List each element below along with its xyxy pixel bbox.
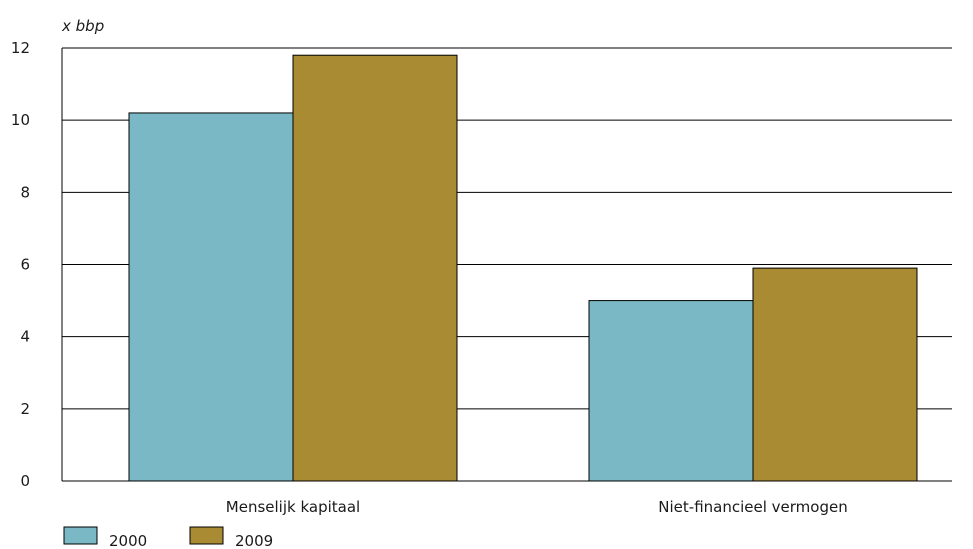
bar-2009-0 <box>292 54 458 482</box>
y-tick-label-0: 0 <box>20 472 30 490</box>
y-axis-unit-label: x bbp <box>61 17 104 35</box>
y-tick-label-4: 4 <box>20 328 30 346</box>
bar-2000-0 <box>128 112 294 482</box>
y-tick-label-8: 8 <box>20 183 30 201</box>
bars <box>128 54 918 482</box>
bar-2000-1 <box>588 300 754 482</box>
legend-swatch-2009 <box>189 526 224 545</box>
legend-label-2009: 2009 <box>235 532 273 549</box>
bar-2009-1 <box>752 267 918 482</box>
category-labels: Menselijk kapitaal Niet-financieel vermog… <box>226 498 848 516</box>
legend-label-2000: 2000 <box>109 532 147 549</box>
y-tick-label-10: 10 <box>11 111 30 129</box>
y-tick-label-6: 6 <box>20 256 30 274</box>
y-tick-label-12: 12 <box>11 39 30 57</box>
y-tick-label-2: 2 <box>20 400 30 418</box>
legend: 2000 2009 <box>63 526 273 549</box>
y-tick-labels: 0 2 4 6 8 10 12 <box>11 39 30 490</box>
category-label-1: Niet-financieel vermogen <box>658 498 847 516</box>
legend-swatch-2000 <box>63 526 98 545</box>
category-label-0: Menselijk kapitaal <box>226 498 360 516</box>
